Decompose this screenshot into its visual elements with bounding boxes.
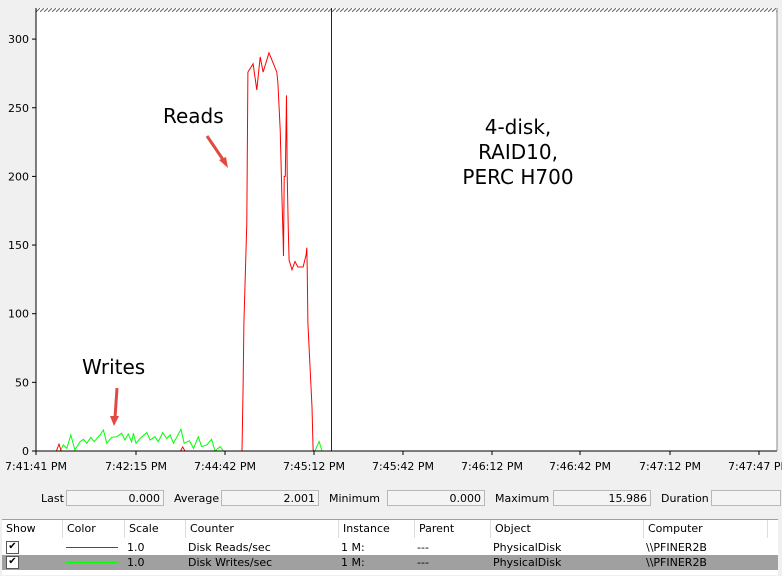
- config-line-3: PERC H700: [462, 165, 573, 189]
- x-tick-label: 7:45:42 PM: [372, 460, 434, 473]
- object-cell: PhysicalDisk: [493, 556, 562, 569]
- color-swatch: [66, 547, 118, 548]
- maximum-value: 15.986: [553, 490, 651, 506]
- counter-cell: Disk Writes/sec: [188, 556, 273, 569]
- x-tick-label: 7:42:15 PM: [105, 460, 167, 473]
- y-tick-label: 250: [8, 102, 29, 115]
- instance-cell: 1 M:: [341, 541, 365, 554]
- x-axis: 7:41:41 PM 7:42:15 PM 7:44:42 PM 7:45:12 PM…: [5, 451, 782, 473]
- config-line-1: 4-disk,: [485, 115, 552, 139]
- x-tick-label: 7:47:12 PM: [639, 460, 701, 473]
- instance-cell: 1 M:: [341, 556, 365, 569]
- maximum-label: Maximum: [495, 492, 550, 505]
- minimum-value: 0.000: [387, 490, 485, 506]
- scale-cell: 1.0: [127, 556, 145, 569]
- computer-cell: \\PFINER2B: [646, 541, 707, 554]
- plot-area: [36, 8, 777, 451]
- average-value: 2.001: [221, 490, 319, 506]
- duration-value: [711, 490, 781, 506]
- object-cell: PhysicalDisk: [493, 541, 562, 554]
- computer-cell: \\PFINER2B: [646, 556, 707, 569]
- header-instance[interactable]: Instance: [339, 520, 415, 538]
- header-color[interactable]: Color: [63, 520, 125, 538]
- scale-cell: 1.0: [127, 541, 145, 554]
- last-value: 0.000: [66, 490, 164, 506]
- reads-annotation: Reads: [163, 104, 224, 128]
- x-tick-label: 7:41:41 PM: [5, 460, 67, 473]
- x-tick-label: 7:45:12 PM: [283, 460, 345, 473]
- y-tick-label: 0: [22, 445, 29, 458]
- x-tick-label: 7:44:42 PM: [194, 460, 256, 473]
- header-counter[interactable]: Counter: [186, 520, 339, 538]
- y-tick-label: 300: [8, 33, 29, 46]
- show-checkbox[interactable]: ✔: [6, 556, 19, 569]
- writes-arrowhead-icon: [110, 416, 119, 426]
- series-line-disk-writes: [36, 427, 331, 452]
- x-tick-label: 7:47:47 PM: [728, 460, 782, 473]
- x-tick-label: 7:46:12 PM: [461, 460, 523, 473]
- duration-label: Duration: [661, 492, 709, 505]
- color-swatch: [66, 562, 118, 563]
- table-row[interactable]: ✔ 1.0 Disk Reads/sec 1 M: --- PhysicalDi…: [2, 540, 778, 555]
- counter-cell: Disk Reads/sec: [188, 541, 271, 554]
- writes-annotation: Writes: [82, 355, 145, 379]
- header-object[interactable]: Object: [491, 520, 644, 538]
- header-scale[interactable]: Scale: [125, 520, 186, 538]
- minimum-label: Minimum: [329, 492, 380, 505]
- y-axis: 0 50 100 150 200 250 300: [8, 33, 36, 458]
- reads-arrowhead-icon: [219, 157, 228, 168]
- x-tick-label: 7:46:42 PM: [549, 460, 611, 473]
- header-show[interactable]: Show: [2, 520, 63, 538]
- time-band: [36, 8, 777, 12]
- header-computer[interactable]: Computer: [644, 520, 768, 538]
- last-label: Last: [41, 492, 64, 505]
- average-label: Average: [174, 492, 220, 505]
- y-tick-label: 150: [8, 239, 29, 252]
- y-tick-label: 200: [8, 170, 29, 183]
- show-checkbox[interactable]: ✔: [6, 541, 19, 554]
- header-parent[interactable]: Parent: [415, 520, 491, 538]
- y-tick-label: 100: [8, 308, 29, 321]
- parent-cell: ---: [417, 541, 429, 554]
- table-row-selected[interactable]: ✔ 1.0 Disk Writes/sec 1 M: --- PhysicalD…: [2, 555, 778, 570]
- parent-cell: ---: [417, 556, 429, 569]
- counter-table[interactable]: Show Color Scale Counter Instance Parent…: [2, 519, 778, 575]
- y-tick-label: 50: [15, 376, 29, 389]
- writes-arrow-icon: [113, 387, 119, 419]
- config-line-2: RAID10,: [478, 140, 558, 164]
